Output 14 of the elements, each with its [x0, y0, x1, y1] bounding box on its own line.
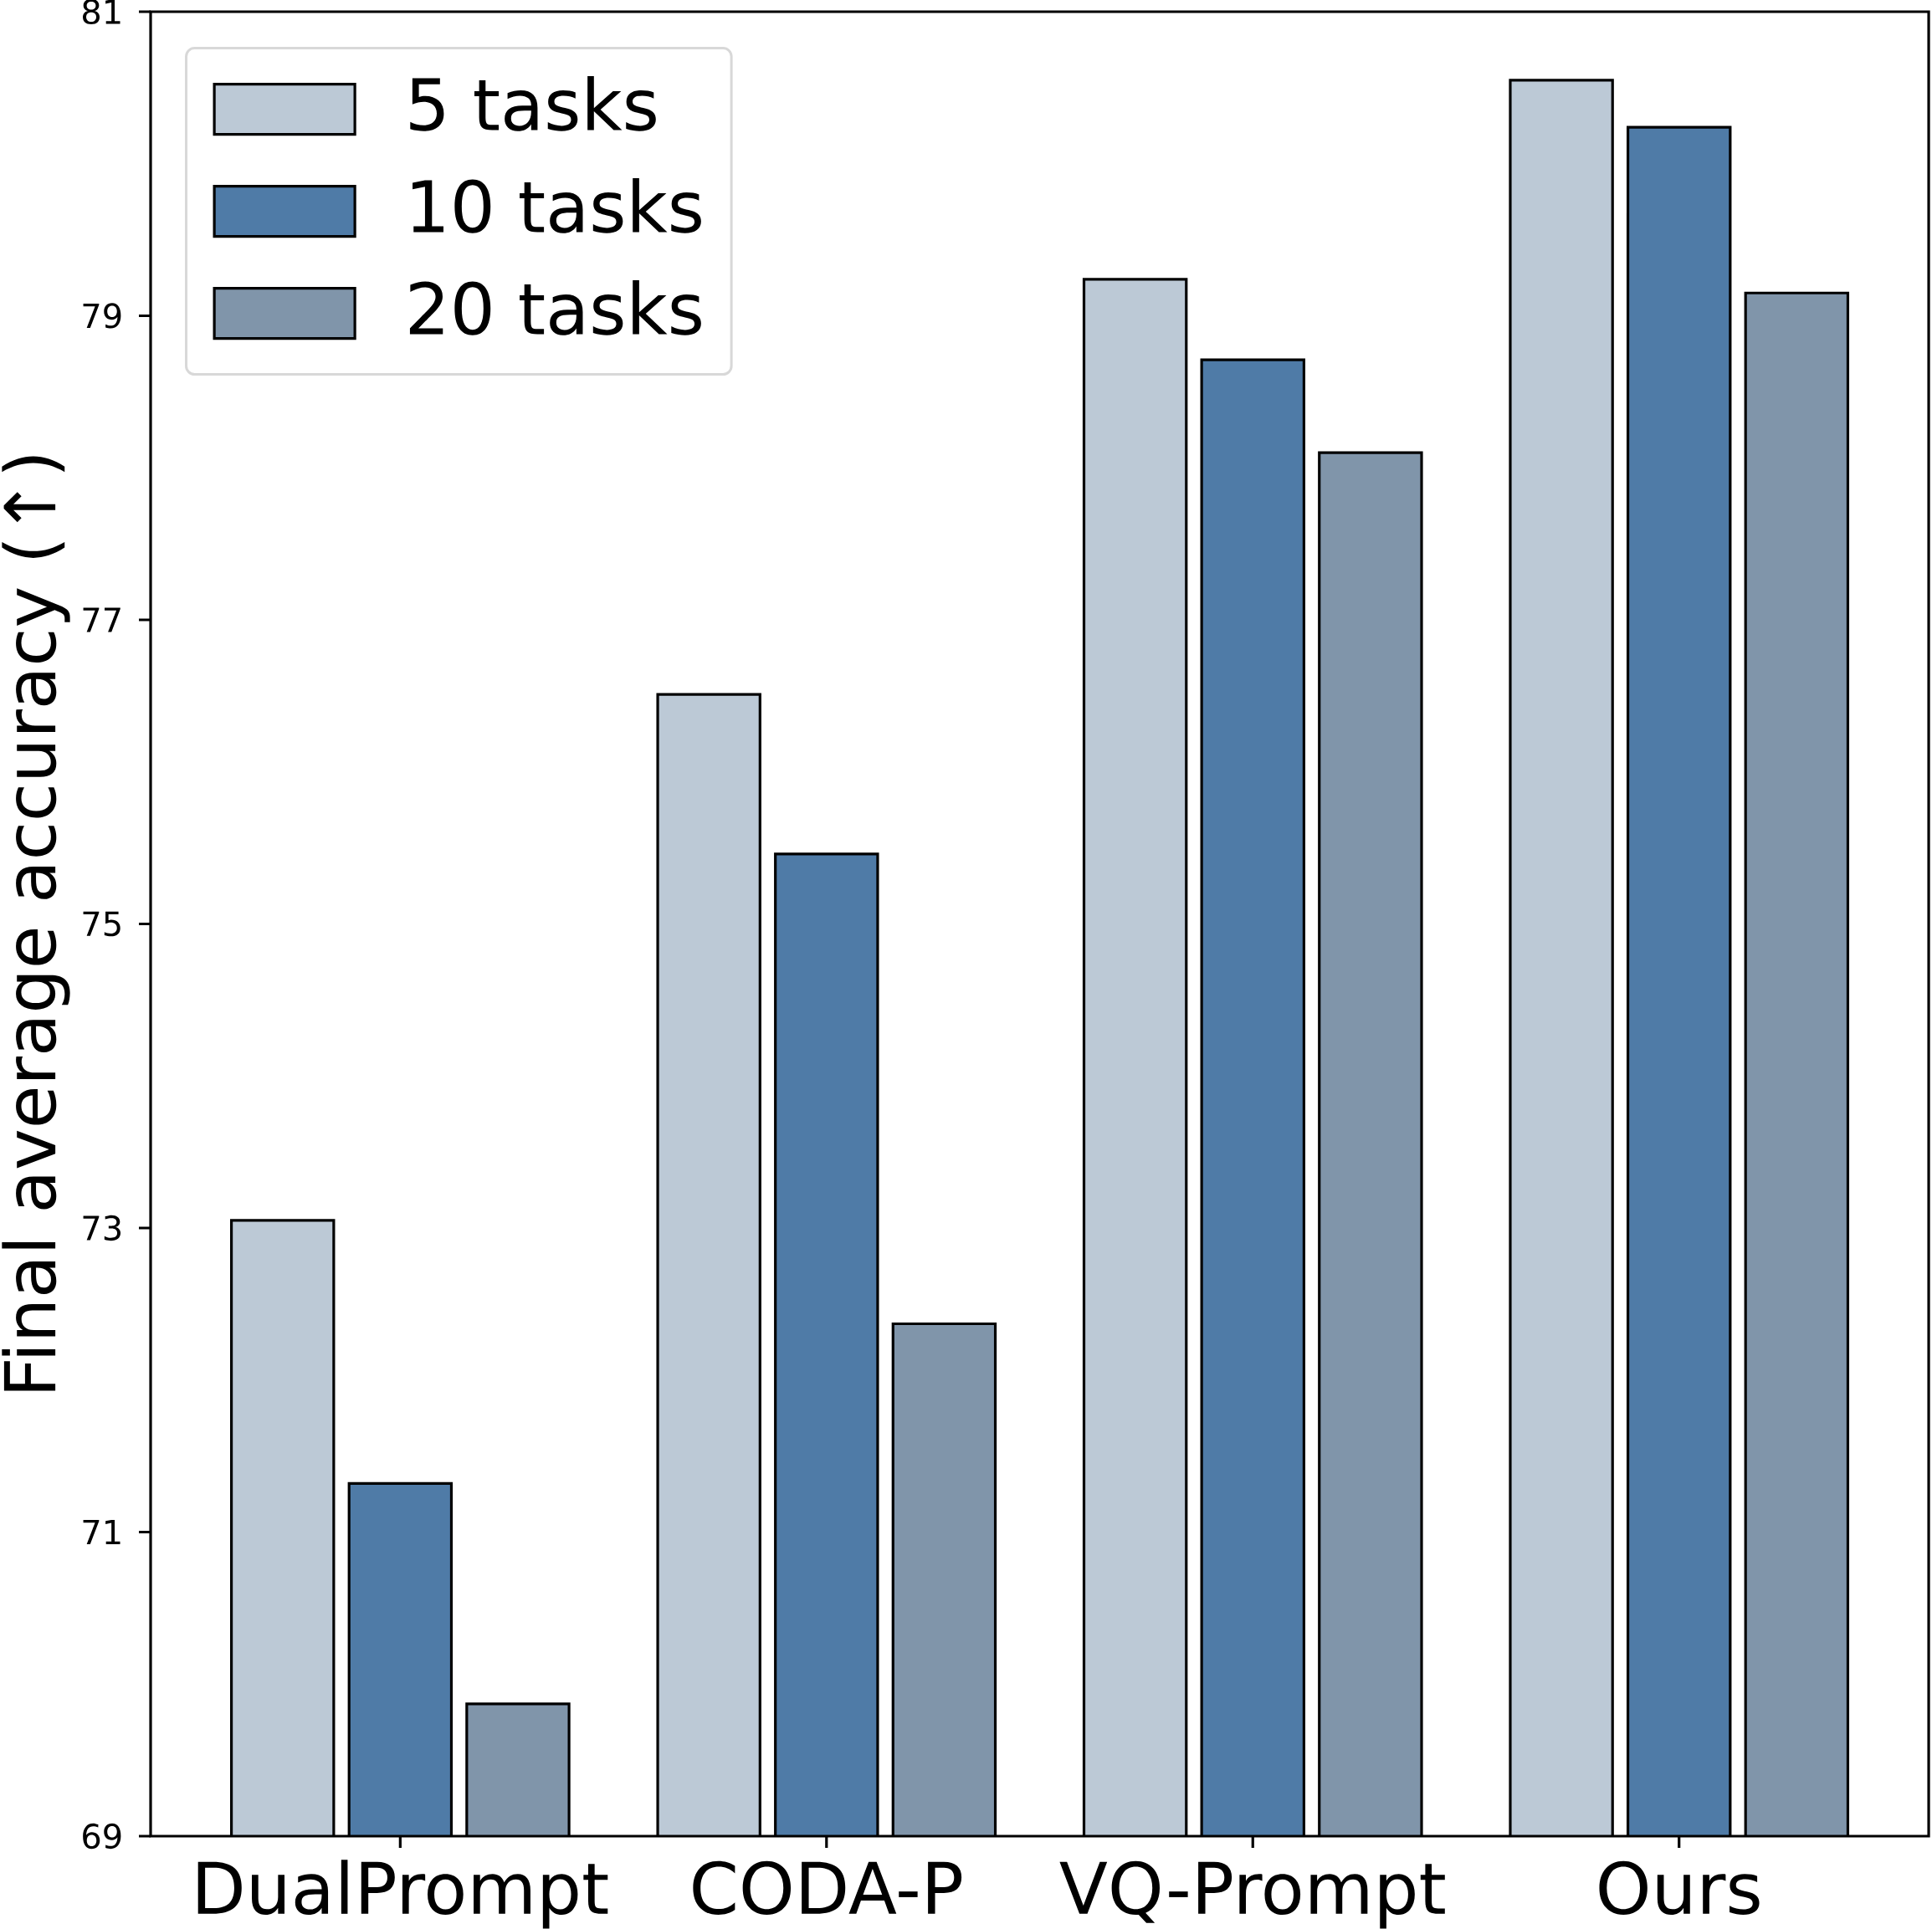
- legend-label: 5 tasks: [410, 76, 656, 131]
- y-tick-label: 69: [83, 1823, 121, 1850]
- y-tick-label: 79: [83, 303, 121, 329]
- x-tick-label: DualPrompt: [197, 1860, 608, 1929]
- y-tick-label: 71: [83, 1519, 120, 1545]
- y-tick-label: 77: [83, 607, 120, 632]
- y-tick-label: 75: [83, 911, 120, 937]
- x-tick-label: Ours: [1599, 1860, 1760, 1916]
- x-tick-label: CODA-P: [693, 1860, 962, 1916]
- y-tick-label: 73: [83, 1215, 121, 1241]
- y-axis-title: Final average accuracy (↑): [2, 456, 70, 1391]
- legend-label: 10 tasks: [413, 178, 701, 233]
- legend-label: 20 tasks: [409, 280, 701, 335]
- x-tick-label: VQ-Prompt: [1059, 1860, 1445, 1929]
